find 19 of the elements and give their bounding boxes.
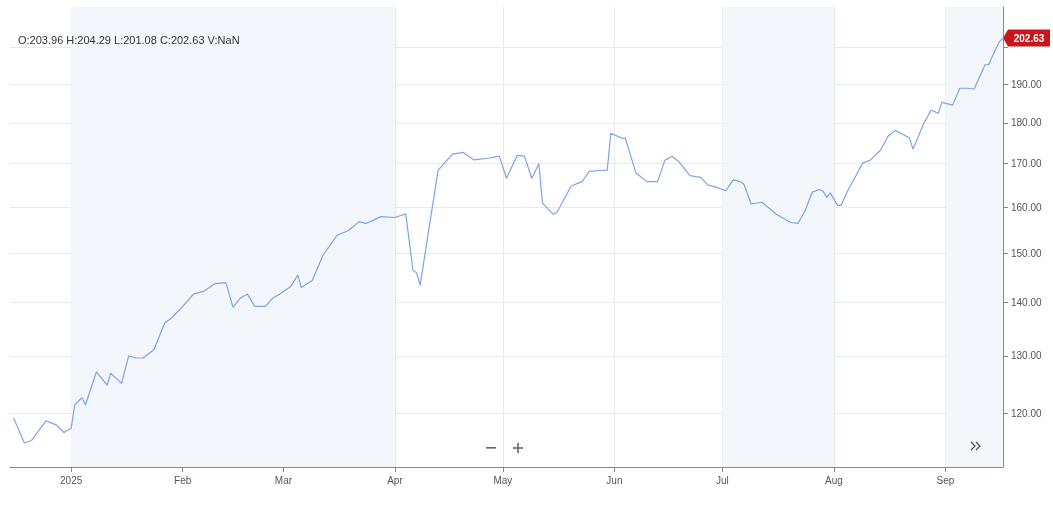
x-tick-label: Sep	[936, 474, 955, 486]
annotation: 202.63	[1013, 32, 1045, 44]
y-tick-label: 150.00	[1011, 247, 1043, 259]
x-tick-label: Aug	[825, 474, 843, 486]
x-tick-label: May	[493, 474, 513, 486]
x-tick-label: Feb	[174, 474, 192, 486]
y-tick-label: 170.00	[1011, 158, 1043, 170]
y-tick-label: 140.00	[1011, 297, 1043, 309]
y-tick-label: 190.00	[1011, 78, 1043, 90]
annotation: O:203.96 H:204.29 L:201.08 C:202.63 V:NaN	[18, 33, 240, 46]
x-tick-label: Jul	[715, 474, 729, 486]
x-tick-label: 2025	[60, 474, 83, 486]
y-tick-label: 130.00	[1011, 350, 1043, 362]
y-tick-label: 180.00	[1011, 117, 1043, 129]
y-tick-label: 120.00	[1011, 407, 1043, 419]
x-tick-label: Jun	[606, 474, 623, 486]
y-tick-label: 160.00	[1011, 201, 1043, 213]
x-tick-label: Mar	[274, 474, 293, 486]
x-tick-label: Apr	[387, 474, 404, 486]
